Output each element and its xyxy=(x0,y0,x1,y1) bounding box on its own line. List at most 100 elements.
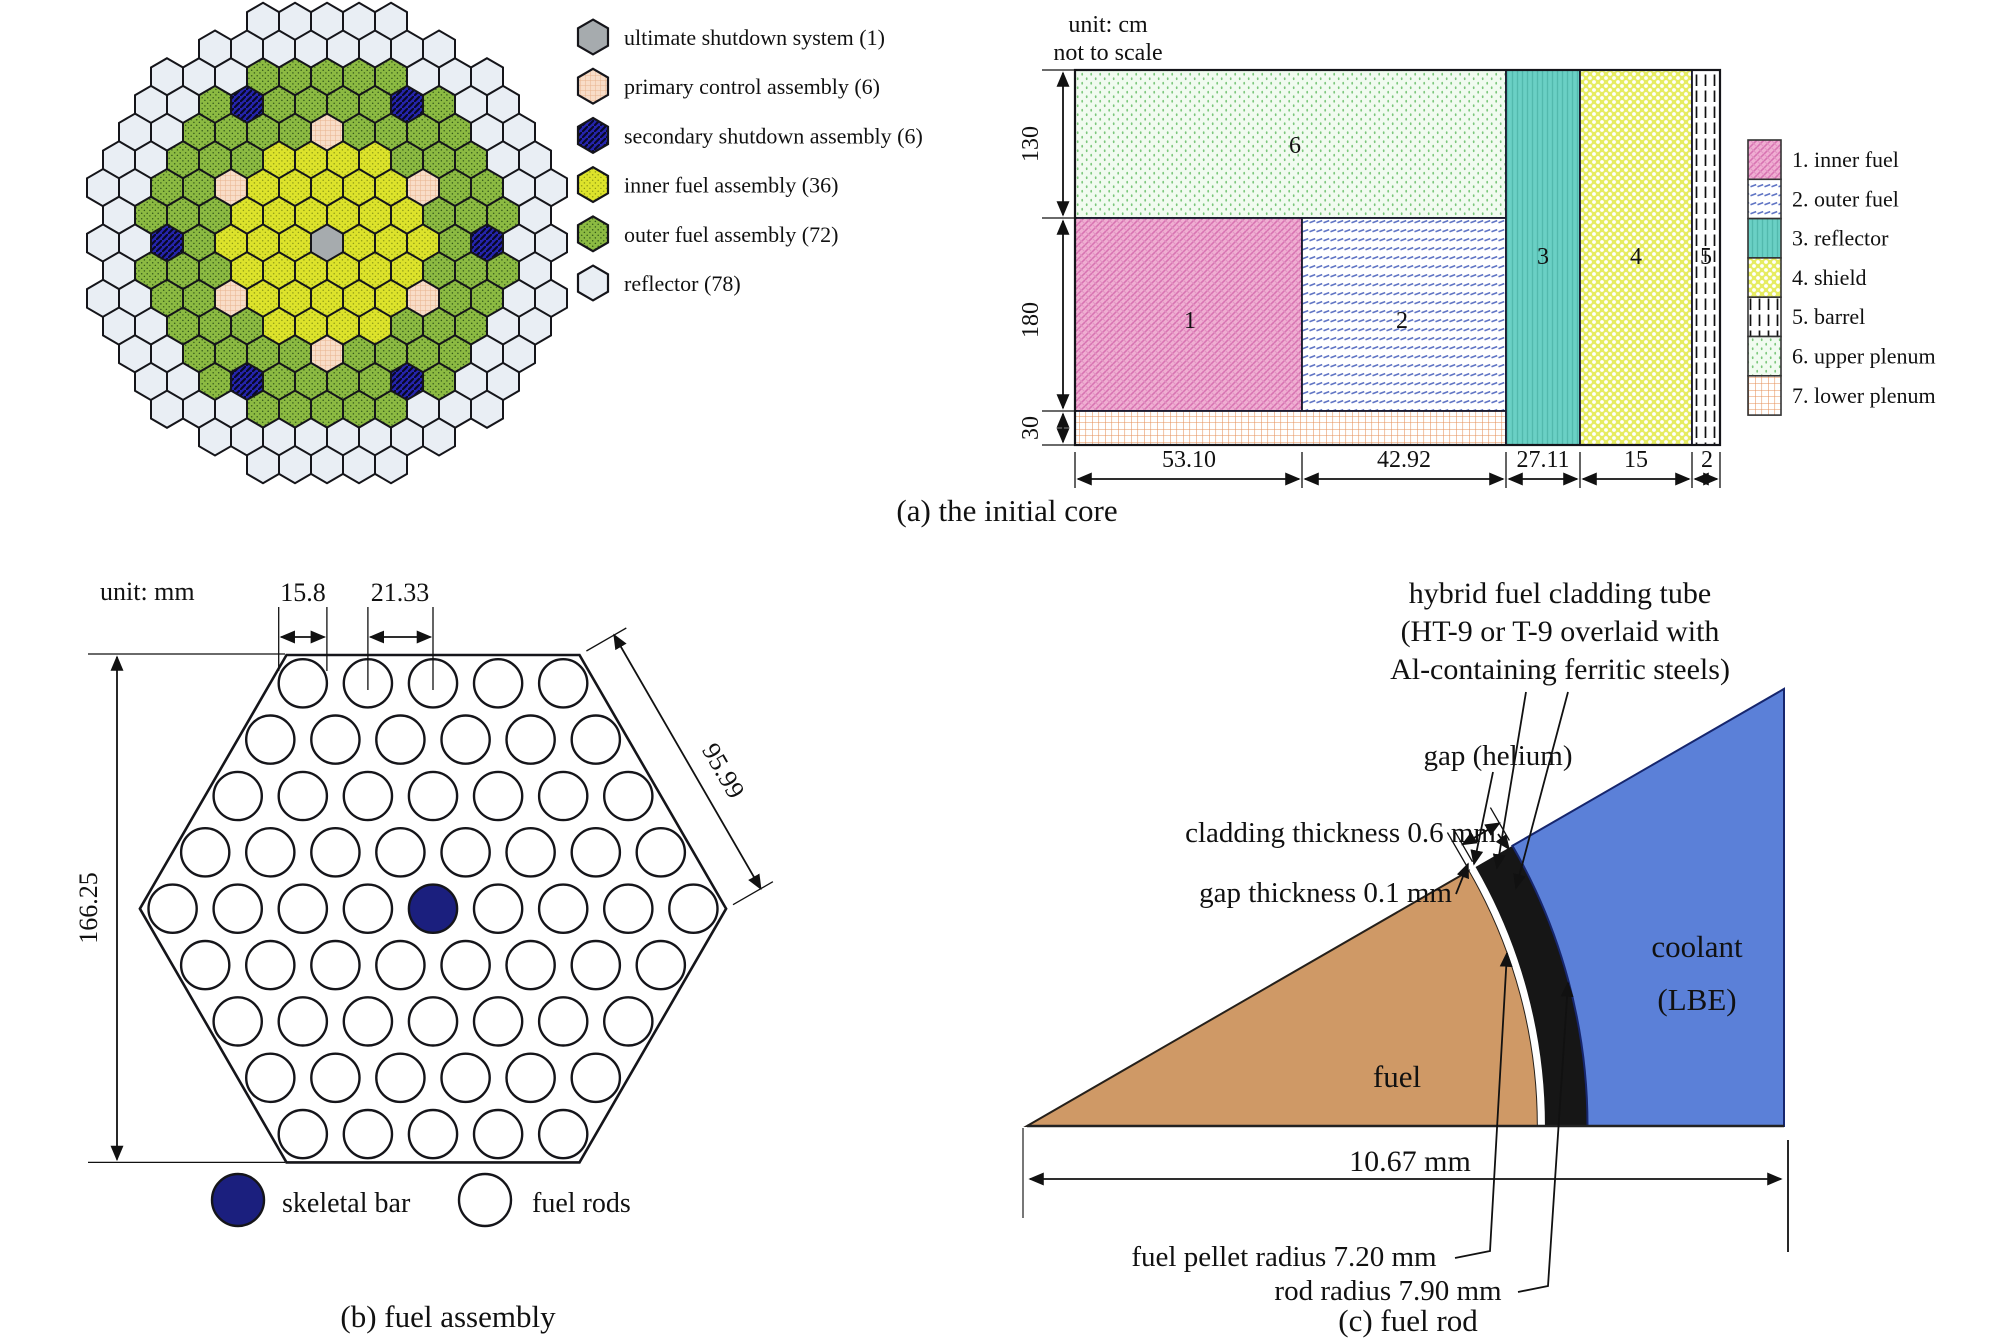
fuel-rod-circle xyxy=(407,996,459,1047)
fuel-rod-circle xyxy=(537,883,589,935)
fuel-rod-circle xyxy=(603,996,654,1047)
fuel-rod-circle xyxy=(277,883,329,935)
core-legend-label: secondary shutdown assembly (6) xyxy=(624,123,923,148)
fuel-rod-circle xyxy=(440,1052,491,1104)
fuel-rod-circle xyxy=(407,1108,459,1160)
fuel-rod-circle xyxy=(505,939,556,991)
fuel-rod-circle xyxy=(472,883,524,935)
fuel-rod-circle xyxy=(375,827,426,878)
dim-2: 2 xyxy=(1701,447,1713,473)
label-gap-helium: gap (helium) xyxy=(1424,740,1573,772)
caption-c: (c) fuel rod xyxy=(1338,1303,1478,1338)
reflector-cell xyxy=(342,444,376,485)
dim-27-11: 27.11 xyxy=(1516,447,1569,473)
core-legend-swatch-primary-control-cell xyxy=(576,67,610,105)
fuel-rod-array xyxy=(147,658,719,1160)
axial-scale-note: not to scale xyxy=(1053,40,1162,66)
label-gap-thickness: gap thickness 0.1 mm xyxy=(1199,877,1452,909)
label-coolant-lbe: (LBE) xyxy=(1657,982,1736,1017)
axial-legend-swatch-7 xyxy=(1747,374,1782,416)
fuel-rod-circle xyxy=(407,770,459,822)
axial-legend: 1. inner fuel 2. outer fuel 3. reflector 4.… xyxy=(1747,139,1936,416)
label-coolant: coolant xyxy=(1651,929,1743,964)
cladding-note-line2: (HT-9 or T-9 overlaid with xyxy=(1401,615,1720,648)
fuel-rod-circle xyxy=(342,1108,394,1160)
reflector-region xyxy=(1505,69,1581,446)
dim-30: 30 xyxy=(1018,416,1044,440)
fuel-rod-circle xyxy=(537,1108,589,1160)
core-legend-label: outer fuel assembly (72) xyxy=(624,222,838,247)
axial-legend-label: 2. outer fuel xyxy=(1792,186,1899,211)
fuel-assembly-panel: unit: mm 15.8 21.33 95.99 166.25 skeleta… xyxy=(74,577,774,1334)
leader-pellet-radius xyxy=(1454,951,1513,1259)
core-legend-label: ultimate shutdown system (1) xyxy=(624,25,885,50)
fuel-rod-circle xyxy=(472,1108,524,1160)
cladding-region xyxy=(1475,845,1588,1126)
fuel-rod-circle xyxy=(179,827,231,878)
dim-180: 180 xyxy=(1018,302,1044,338)
fuel-rod-circle xyxy=(244,939,296,991)
fuel-rod-circle xyxy=(310,714,361,765)
fuel-rod-circle xyxy=(147,883,198,935)
reflector-cell xyxy=(278,444,312,485)
fuel-rod-circle xyxy=(244,827,296,878)
fuel-rod-circle xyxy=(440,714,491,765)
region-label-shield: 4 xyxy=(1630,244,1642,270)
core-legend-swatch-reflector-cell xyxy=(576,264,610,302)
fuel-rod-circle xyxy=(472,770,524,822)
label-pellet-radius: fuel pellet radius 7.20 mm xyxy=(1131,1241,1437,1273)
axial-legend-swatch-5 xyxy=(1747,296,1782,338)
fuel-rod-circle xyxy=(375,714,426,765)
reflector-cell xyxy=(374,444,408,485)
axial-texts: unit: cm not to scale 6 1 2 3 4 5 130 18… xyxy=(896,12,1713,528)
fuel-rod-circle xyxy=(472,996,524,1047)
axial-layout-diagram xyxy=(1042,68,1722,488)
fuel-region xyxy=(1023,869,1539,1127)
fuel-rod-circle xyxy=(277,770,329,822)
axial-legend-swatch-1 xyxy=(1747,139,1782,181)
dim-1067mm: 10.67 mm xyxy=(1349,1145,1471,1178)
dim-rod-diameter: 15.8 xyxy=(280,578,326,607)
reflector-cell xyxy=(150,389,184,429)
fuel-rod-swatch xyxy=(457,1172,513,1228)
tick-side-bottom xyxy=(732,881,774,906)
fuel-rod-circle xyxy=(310,827,361,878)
axial-legend-swatch-6 xyxy=(1747,335,1782,377)
fuel-rod-circle xyxy=(537,658,589,709)
axial-legend-label: 4. shield xyxy=(1792,265,1867,290)
fuel-rod-circle xyxy=(668,883,719,935)
skeletal-bar-rod xyxy=(407,883,459,935)
cladding-note-line1: hybrid fuel cladding tube xyxy=(1409,577,1711,610)
core-legend-swatch-inner-fuel-cell xyxy=(576,165,610,204)
leader-rod-radius xyxy=(1517,981,1574,1293)
axial-legend-swatch-3 xyxy=(1747,217,1782,259)
dim-pitch: 21.33 xyxy=(371,578,430,607)
fuel-rod-circle xyxy=(342,996,394,1047)
dim-15: 15 xyxy=(1624,447,1648,473)
legend-skeletal-bar: skeletal bar xyxy=(282,1188,411,1219)
fuel-rod-circle xyxy=(277,996,329,1047)
reflector-cell xyxy=(310,444,344,485)
fuel-rod-circle xyxy=(603,770,654,822)
cladding-note-line3: Al-containing ferritic steels) xyxy=(1390,653,1730,686)
fuel-rod-circle xyxy=(212,770,263,822)
reflector-cell xyxy=(246,444,280,485)
core-legend-swatch-secondary-shutdown-cell xyxy=(576,116,610,155)
fuel-rod-circle xyxy=(505,827,556,878)
fuel-rod-circle xyxy=(570,1052,622,1104)
axial-legend-label: 7. lower plenum xyxy=(1792,383,1936,408)
dim-side-9599: 95.99 xyxy=(696,738,750,803)
region-label-reflector: 3 xyxy=(1537,244,1549,270)
core-legend-label: inner fuel assembly (36) xyxy=(624,173,838,198)
label-clad-thickness: cladding thickness 0.6 mm xyxy=(1185,817,1496,849)
shield-region xyxy=(1579,69,1693,446)
dim-130: 130 xyxy=(1018,126,1044,162)
fuel-rod-circle xyxy=(342,883,394,935)
axial-legend-label: 6. upper plenum xyxy=(1792,344,1936,369)
fuel-rod-circle xyxy=(603,883,654,935)
core-legend-swatch-ultimate-shutdown-cell xyxy=(576,18,610,56)
core-map-legend: ultimate shutdown system (1) primary cont… xyxy=(576,18,923,302)
dim-42-92: 42.92 xyxy=(1377,447,1431,473)
fuel-rod-circle xyxy=(440,939,491,991)
axial-legend-label: 1. inner fuel xyxy=(1792,147,1899,172)
